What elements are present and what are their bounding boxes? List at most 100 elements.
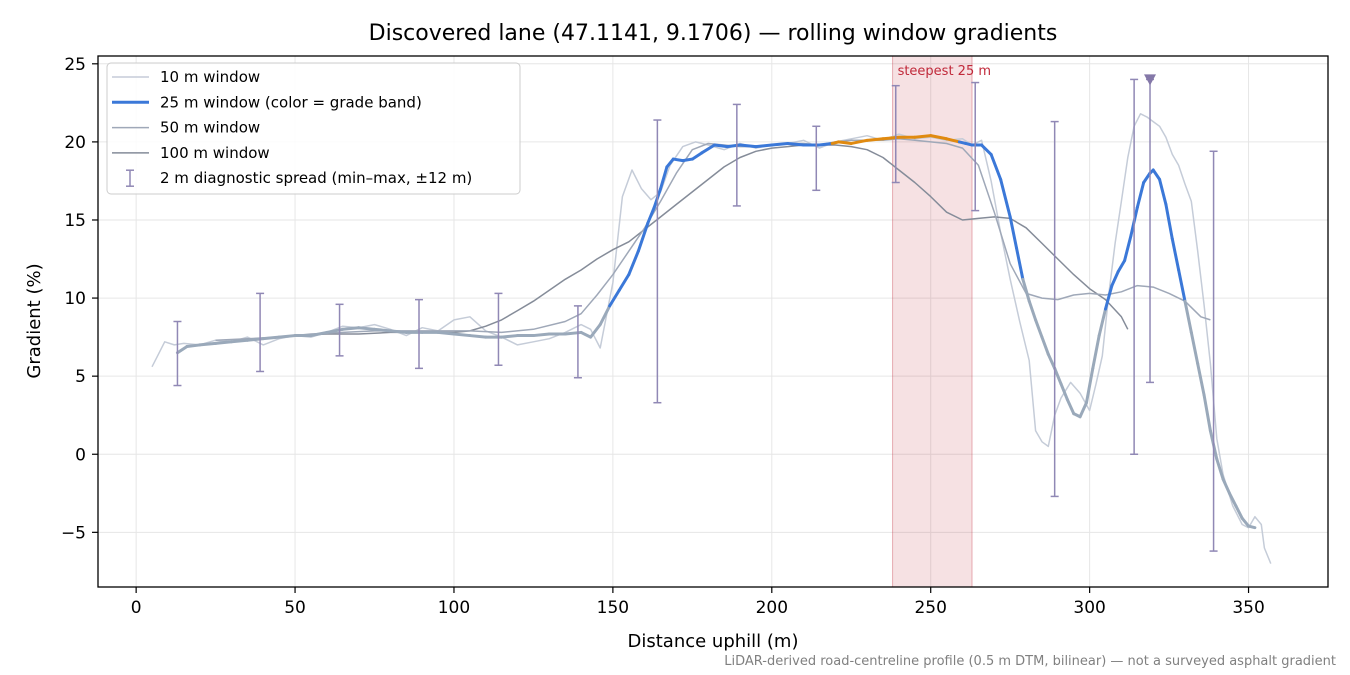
series-25m-segment <box>627 249 640 277</box>
x-tick-label: 250 <box>914 598 946 618</box>
legend-label: 10 m window <box>160 68 260 86</box>
series-25m-segment <box>690 151 704 161</box>
series-25m-segment <box>1234 504 1244 520</box>
series-25m-segment <box>1078 401 1088 419</box>
series-25m-segment <box>1142 171 1152 185</box>
x-tick-label: 200 <box>756 598 788 618</box>
tick-layer: 0 50 100 150 200 250 300 350 −5 0 5 10 15 20 25 <box>61 55 1265 618</box>
series-25m-segment <box>1021 277 1031 303</box>
footnote: LiDAR-derived road-centreline profile (0… <box>724 654 1336 669</box>
series-25m-segment <box>1110 270 1120 288</box>
series-25m-segment <box>786 141 806 147</box>
series-25m-segment <box>589 323 602 339</box>
y-tick-label: 25 <box>64 55 86 75</box>
series-25m-segment <box>1183 299 1193 334</box>
series-25m-segment <box>636 221 650 253</box>
y-axis-label: Gradient (%) <box>24 263 45 378</box>
series-25m-segment <box>468 334 488 339</box>
series-25m-segment <box>1196 362 1206 397</box>
legend-label: 25 m window (color = grade band) <box>160 93 422 111</box>
series-25m-segment <box>770 141 790 147</box>
series-25m-segment <box>1084 366 1095 405</box>
series-25m-segment <box>388 329 408 334</box>
legend-label: 100 m window <box>160 144 270 162</box>
series-25m-segment <box>1104 284 1114 311</box>
y-tick-label: 0 <box>75 445 86 465</box>
peak-marker <box>1144 74 1157 86</box>
marker-layer <box>1144 74 1157 86</box>
series-25m-segment <box>341 326 361 331</box>
series-50m-line <box>215 138 1211 341</box>
steepest-annotation: steepest 25 m <box>898 64 991 79</box>
series-25m-segment <box>229 338 249 344</box>
series-25m-segment <box>1247 524 1257 530</box>
x-tick-label: 50 <box>284 598 306 618</box>
series-25m-segment <box>1135 181 1146 209</box>
series-25m-segment <box>738 143 758 149</box>
series-25m-segment <box>980 143 993 156</box>
series-25m-segment <box>646 205 656 225</box>
series-25m-segment <box>913 134 933 139</box>
chart-title: Discovered lane (47.1141, 9.1706) — roll… <box>369 21 1058 46</box>
series-25m-segment <box>1170 237 1181 272</box>
series-25m-segment <box>1158 177 1168 206</box>
x-tick-label: 150 <box>597 598 629 618</box>
series-25m-segment <box>436 330 456 336</box>
x-tick-label: 100 <box>438 598 470 618</box>
series-25m-segment <box>1177 268 1187 303</box>
series-25m-segment <box>1027 299 1038 322</box>
series-25m-segment <box>1151 168 1162 181</box>
errorbar-layer <box>173 78 1218 552</box>
series-25m-segment <box>198 341 218 347</box>
series-25m-segment <box>837 140 853 145</box>
series-25m-segment <box>531 332 551 338</box>
series-25m-segment <box>185 343 202 348</box>
series-25m-segment <box>1008 215 1019 250</box>
series-25m-segment <box>309 330 329 338</box>
series-25m-segment <box>452 332 472 338</box>
series-25m-segment <box>881 135 901 141</box>
x-axis-label: Distance uphill (m) <box>628 631 799 652</box>
series-25m-segment <box>1091 334 1101 370</box>
series-25m-segment <box>665 157 675 169</box>
x-tick-label: 300 <box>1073 598 1105 618</box>
steepest-band-layer: steepest 25 m <box>892 56 991 587</box>
series-25m-segment <box>608 288 621 308</box>
series-25m-segment <box>1015 246 1025 281</box>
series-25m-segment <box>500 334 520 339</box>
x-tick-label: 350 <box>1232 598 1264 618</box>
series-25m-segment <box>1123 234 1133 263</box>
series-25m-segment <box>1059 382 1069 402</box>
legend-label: 50 m window <box>160 119 260 137</box>
series-25m-segment <box>1065 398 1076 416</box>
series-25m-segment <box>1116 259 1127 274</box>
series-25m-segment <box>817 141 834 147</box>
series-25m-segment <box>1202 393 1212 433</box>
series-25m-segment <box>357 326 377 331</box>
y-tick-label: 10 <box>64 289 86 309</box>
legend-label: 2 m diagnostic spread (min–max, ±12 m) <box>160 169 472 187</box>
series-25m-segment <box>1053 366 1063 386</box>
series-10m-line <box>151 113 1272 564</box>
plot-frame <box>97 55 1329 588</box>
series-25m-segment <box>659 165 669 191</box>
series-25m-segment <box>945 137 961 144</box>
series-25m-segment <box>1240 516 1251 528</box>
series-25m-segment <box>754 143 774 149</box>
series-25m-segment <box>1221 477 1231 495</box>
legend: 10 m window 25 m window (color = grade ba… <box>106 62 521 195</box>
series-25m-segment <box>1097 307 1108 338</box>
series-25m-segment <box>175 344 189 355</box>
y-tick-label: 20 <box>64 133 86 153</box>
series-25m-segment <box>671 157 685 163</box>
series-25m-segment <box>700 143 717 155</box>
y-tick-label: 5 <box>75 367 86 387</box>
series-25m-segment <box>214 340 233 345</box>
series-25m-segment <box>1164 202 1174 241</box>
series-25m-segment <box>929 134 949 141</box>
series-25m-segment <box>1215 457 1225 481</box>
series-25m-segment <box>261 335 281 341</box>
series-25m-segment <box>373 327 392 333</box>
series-25m-segment <box>579 330 593 339</box>
series-25m-segment <box>1227 491 1238 508</box>
